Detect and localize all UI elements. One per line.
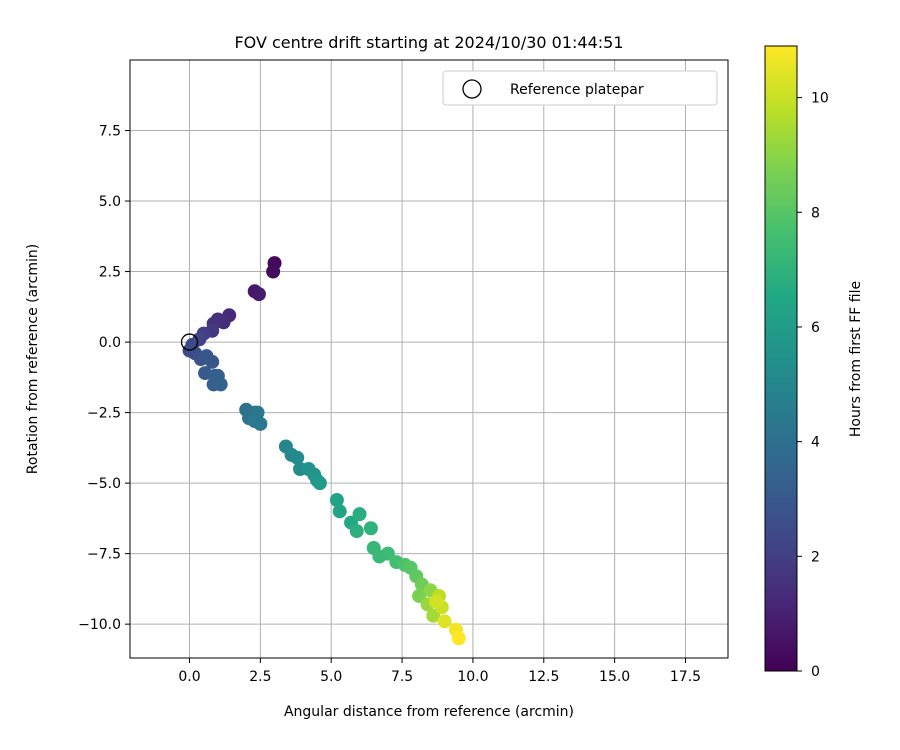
x-tick-label: 2.5 [249,669,271,685]
colorbar-label: Hours from first FF file [848,281,864,437]
colorbar-tick-label: 4 [811,435,820,451]
data-point [332,504,347,519]
data-point [251,287,266,302]
plot-area: 0.0 2.5 5.0 7.5 10.0 12.5 15.0 17.5 7.55.02.50.… [78,59,729,685]
data-point [429,594,444,609]
data-point [266,264,281,279]
x-tick-label: 7.5 [391,669,413,685]
data-point [210,368,225,383]
x-axis-label: Angular distance from reference (arcmin) [284,704,574,720]
data-point [426,608,441,623]
colorbar: 0 2 4 6 8 10 Hours from first FF file [764,45,864,680]
data-point [250,405,265,420]
legend-marker [462,79,482,99]
y-tick-label: 0.0 [99,335,121,351]
y-tick-label: 2.5 [99,265,121,281]
legend: Reference platepar [442,70,718,106]
y-axis-label: Rotation from reference (arcmin) [25,244,41,474]
x-tick-label: 0.0 [178,669,200,685]
data-point [380,546,395,561]
x-tick-label: 10.0 [457,669,488,685]
x-tick-label: 5.0 [320,669,342,685]
grid-lines [130,60,728,658]
data-point [451,631,466,646]
plot-background [130,60,728,658]
colorbar-tick-label: 0 [811,664,820,680]
legend-label: Reference platepar [510,82,644,98]
data-points [182,256,466,646]
colorbar-tick-label: 2 [811,549,820,565]
data-point [329,493,344,508]
y-tick-label: 5.0 [99,194,121,210]
colorbar-tick-label: 10 [811,91,829,107]
colorbar-gradient [764,45,798,672]
colorbar-tick-label: 8 [811,205,820,221]
data-point [312,476,327,491]
data-point [205,354,220,369]
x-tick-label: 12.5 [528,669,559,685]
data-point [412,588,427,603]
x-tick-label: 17.5 [670,669,701,685]
y-tick-label: 7.5 [99,124,121,140]
data-point [352,507,367,522]
y-tick-label: −10.0 [78,617,121,633]
y-axis-ticks: 7.5 5.0 2.5 0.0 −2.5 −5.0 −7.5 −10.0 [78,124,130,633]
reference-point-marker [180,333,199,351]
chart-title: FOV centre drift starting at 2024/10/30 … [234,33,623,52]
data-point [437,614,452,629]
data-point [363,521,378,536]
y-tick-label: −7.5 [87,547,121,563]
y-tick-label: −5.0 [87,476,121,492]
legend-box [442,70,718,106]
colorbar-ticks: 0 2 4 6 8 10 [797,91,829,680]
y-tick-label: −2.5 [87,406,121,422]
x-tick-label: 15.0 [599,669,630,685]
data-point [290,450,305,465]
data-point [349,524,364,539]
plot-frame [129,59,729,659]
x-axis-ticks: 0.0 2.5 5.0 7.5 10.0 12.5 15.0 17.5 [178,658,701,685]
colorbar-tick-label: 6 [811,320,820,336]
